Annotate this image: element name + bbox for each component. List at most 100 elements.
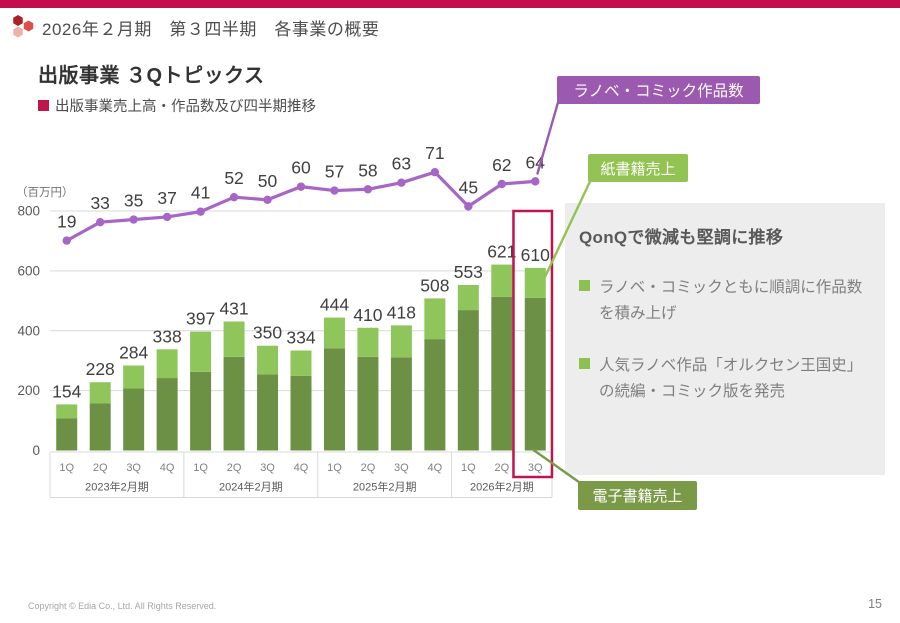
green-square-bullet-icon xyxy=(579,358,590,370)
copyright-text: Copyright © Edia Co., Ltd. All Rights Re… xyxy=(28,601,217,611)
bar-segment-ebook xyxy=(89,403,111,451)
chart-caption: 出版事業売上高・作品数及び四半期推移 xyxy=(38,95,316,116)
works-count-label: 35 xyxy=(124,191,143,211)
summary-bullet: ラノベ・コミックともに順調に作品数を積み上げ xyxy=(579,275,869,326)
quarter-label: 3Q xyxy=(260,462,275,474)
bar-segment-ebook xyxy=(424,339,446,451)
quarter-label: 4Q xyxy=(160,462,175,474)
callout-paper-sales-text: 紙書籍売上 xyxy=(600,160,676,178)
callout-paper-sales: 紙書籍売上 xyxy=(588,154,688,182)
bar-segment-paper xyxy=(457,284,479,311)
works-count-label: 57 xyxy=(325,162,344,182)
works-count-label: 62 xyxy=(492,155,511,175)
works-count-label: 71 xyxy=(425,143,444,163)
bar-total-label: 444 xyxy=(320,295,349,315)
fiscal-year-label: 2025年2月期 xyxy=(353,480,417,494)
quarter-label: 2Q xyxy=(93,462,108,474)
y-axis-tick-label: 200 xyxy=(17,383,40,398)
y-axis-tick-label: 800 xyxy=(17,204,40,219)
callout-works-count-text: ラノベ・コミック作品数 xyxy=(573,83,744,100)
works-count-label: 33 xyxy=(90,193,109,213)
bar-segment-paper xyxy=(524,267,546,298)
works-count-label: 37 xyxy=(157,188,176,208)
works-count-point xyxy=(229,192,239,202)
quarter-label: 3Q xyxy=(126,462,141,474)
bar-segment-ebook xyxy=(223,356,245,451)
y-axis-tick-label: 0 xyxy=(32,443,40,458)
chart-caption-text: 出版事業売上高・作品数及び四半期推移 xyxy=(55,99,316,115)
bar-segment-ebook xyxy=(390,357,412,451)
bar-segment-ebook xyxy=(190,371,212,451)
bar-segment-paper xyxy=(357,327,379,357)
page-title: 出版事業 ３Qトピックス xyxy=(38,65,265,87)
bar-segment-paper xyxy=(290,350,312,376)
works-count-point xyxy=(263,195,272,204)
bar-total-label: 610 xyxy=(521,245,550,265)
bar-segment-ebook xyxy=(457,310,479,451)
bar-total-label: 284 xyxy=(119,342,148,362)
works-count-point xyxy=(129,215,138,224)
bar-total-label: 431 xyxy=(219,298,248,318)
bar-segment-ebook xyxy=(290,375,312,451)
fiscal-year-label: 2026年2月期 xyxy=(470,480,534,494)
works-count-label: 41 xyxy=(191,183,210,203)
bar-total-label: 350 xyxy=(253,323,282,343)
fiscal-year-label: 2024年2月期 xyxy=(219,480,283,494)
bar-total-label: 334 xyxy=(286,328,315,348)
works-count-label: 58 xyxy=(358,160,377,180)
works-count-label: 45 xyxy=(459,177,478,197)
bar-segment-ebook xyxy=(123,388,145,451)
works-count-point xyxy=(497,179,506,189)
bar-total-label: 410 xyxy=(353,305,382,325)
works-count-label: 19 xyxy=(57,212,76,232)
quarter-label: 1Q xyxy=(59,462,74,474)
bar-total-label: 338 xyxy=(153,326,182,346)
bar-segment-paper xyxy=(257,345,279,375)
y-axis-tick-label: 400 xyxy=(17,323,40,338)
bar-total-label: 621 xyxy=(487,242,516,262)
works-count-point xyxy=(162,212,172,222)
works-count-label: 64 xyxy=(526,152,546,172)
top-accent-bar xyxy=(0,0,900,8)
bar-segment-paper xyxy=(223,321,245,357)
bar-segment-paper xyxy=(323,317,345,349)
bar-segment-ebook xyxy=(257,374,279,451)
summary-bullet-text: ラノベ・コミックともに順調に作品数を積み上げ xyxy=(599,279,863,322)
bar-segment-ebook xyxy=(357,356,379,451)
bar-segment-ebook xyxy=(524,297,546,451)
works-count-label: 52 xyxy=(224,168,243,188)
callout-works-leader-line xyxy=(536,101,560,175)
bar-segment-ebook xyxy=(323,348,345,451)
works-count-point xyxy=(62,236,71,245)
summary-panel: QonQで微減も堅調に推移 ラノベ・コミックともに順調に作品数を積み上げ 人気ラ… xyxy=(565,203,885,475)
quarter-label: 2Q xyxy=(227,462,242,474)
fiscal-year-label: 2023年2月期 xyxy=(85,480,149,494)
bar-segment-paper xyxy=(390,325,412,358)
header-title: 2026年２月期 第３四半期 各事業の概要 xyxy=(42,20,380,39)
bar-segment-ebook xyxy=(156,378,178,451)
works-count-point xyxy=(96,217,105,227)
bar-segment-paper xyxy=(424,298,446,340)
green-square-bullet-icon xyxy=(579,280,590,291)
bar-segment-paper xyxy=(190,331,212,372)
works-count-point xyxy=(531,177,540,186)
bar-total-label: 228 xyxy=(86,359,115,379)
y-axis-unit-label: （百万円） xyxy=(16,186,74,199)
quarter-label: 2Q xyxy=(494,462,509,474)
bar-total-label: 418 xyxy=(387,302,416,322)
quarter-label: 4Q xyxy=(428,462,443,474)
quarter-label: 2Q xyxy=(361,462,376,474)
works-count-label: 60 xyxy=(291,158,311,178)
works-count-label: 50 xyxy=(258,171,278,191)
callout-ebook-sales-text: 電子書籍売上 xyxy=(592,488,683,505)
page-number: 15 xyxy=(868,597,882,611)
company-logo-icon xyxy=(13,15,34,38)
current-quarter-highlight-box xyxy=(512,209,554,479)
callout-ebook-sales: 電子書籍売上 xyxy=(578,481,697,510)
works-count-label: 63 xyxy=(392,154,411,174)
works-count-point xyxy=(363,185,373,194)
quarter-label: 1Q xyxy=(461,462,476,474)
works-count-point xyxy=(397,178,406,187)
quarter-label: 3Q xyxy=(528,462,543,474)
works-count-point xyxy=(430,167,440,177)
